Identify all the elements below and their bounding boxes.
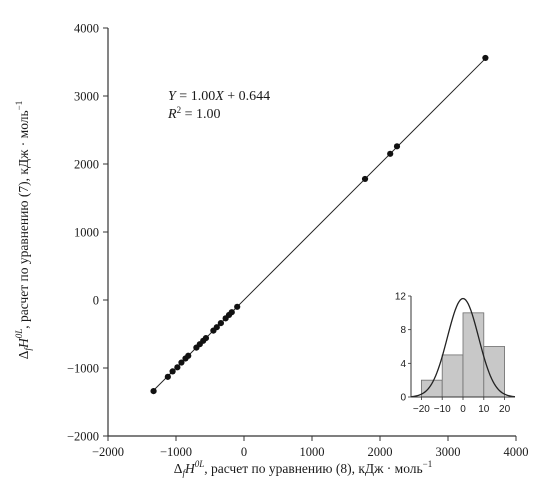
regression-equation: Y = 1.00X + 0.644 (168, 89, 270, 104)
y-tick-label: −1000 (67, 362, 99, 376)
y-axis-title: ΔfH0L, расчет по уравнению (7), кДж · мо… (14, 101, 33, 360)
fit-line-group (153, 58, 486, 391)
x-tick-label: −1000 (160, 445, 192, 459)
histogram-bars-group (420, 312, 505, 398)
data-point (185, 352, 192, 359)
x-tick-label: −2000 (92, 445, 124, 459)
data-point (213, 324, 220, 331)
y-tick-label: 1000 (74, 226, 99, 240)
main-axes: −2000 −1000 0 1000 2000 3000 4000−2000−1000010… (67, 22, 529, 460)
normal-distribution-curve (410, 297, 516, 398)
x-tick-label: 1000 (300, 445, 325, 459)
data-point (178, 359, 185, 366)
r-squared-label: R2 = 1.00 (167, 105, 220, 122)
inset-y-tick-label: 4 (400, 359, 406, 370)
data-point (150, 388, 157, 395)
inset-y-tick-label: 0 (400, 393, 406, 404)
y-tick-label: 3000 (74, 90, 99, 104)
normal-curve-group (410, 297, 516, 398)
data-points-group (150, 54, 489, 395)
inset-y-tick-label: 12 (395, 292, 407, 303)
inset-y-tick-label: 8 (400, 325, 406, 336)
y-tick-label: 4000 (74, 22, 99, 36)
x-tick-label: 0 (241, 445, 247, 459)
data-point (202, 334, 210, 342)
histogram-bar (462, 312, 485, 398)
inset-x-tick-label: 20 (499, 404, 511, 415)
inset-axes: −20 −10 0 10 20 0 4 8 12 (395, 292, 515, 415)
data-point (228, 309, 235, 316)
data-point (393, 143, 401, 150)
data-point (217, 320, 224, 327)
data-point (387, 150, 394, 157)
data-point (174, 364, 181, 371)
inset-x-tick-label: 0 (460, 404, 466, 415)
y-tick-label: −2000 (67, 430, 99, 444)
x-tick-label: 4000 (504, 445, 529, 459)
x-tick-label: 3000 (436, 445, 461, 459)
data-point (482, 54, 489, 62)
histogram-bar (441, 354, 464, 398)
data-point (234, 303, 241, 310)
inset-x-tick-label: −20 (413, 404, 430, 415)
inset-x-tick-label: −10 (434, 404, 451, 415)
inset-x-tick-label: 10 (478, 404, 490, 415)
data-point (169, 368, 176, 375)
regression-line (153, 58, 486, 391)
x-axis-title: ΔfH0L, расчет по уравнению (8), кДж · мо… (174, 459, 433, 478)
data-point (361, 175, 369, 183)
histogram-bar (483, 346, 505, 398)
data-point (164, 373, 171, 380)
x-tick-label: 2000 (368, 445, 393, 459)
inset-histogram: −20 −10 0 10 20 0 4 8 12 (390, 285, 530, 425)
y-tick-label: 2000 (74, 158, 99, 172)
y-tick-label: 0 (93, 294, 99, 308)
